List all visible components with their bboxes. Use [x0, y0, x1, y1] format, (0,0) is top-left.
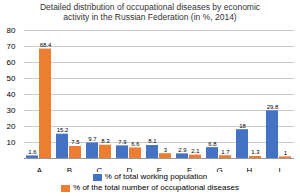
svg-text:D: D	[127, 166, 133, 172]
svg-text:1.7: 1.7	[221, 149, 230, 155]
svg-text:C: C	[97, 166, 103, 172]
svg-text:I: I	[278, 166, 280, 172]
svg-text:H: H	[247, 166, 253, 172]
svg-text:50: 50	[7, 74, 16, 83]
svg-text:70: 70	[7, 42, 16, 51]
svg-text:F: F	[187, 166, 192, 172]
html-text:% of total working population: % of total working population	[104, 172, 208, 181]
svg-text:E: E	[157, 166, 162, 172]
html-text:Detailed distribution of occup: Detailed distribution of occupational di…	[39, 2, 261, 22]
svg-text:10: 10	[7, 138, 16, 147]
svg-text:6.6: 6.6	[131, 141, 140, 147]
svg-text:29.8: 29.8	[267, 104, 279, 110]
svg-text:18: 18	[239, 123, 246, 129]
svg-text:7.9: 7.9	[118, 139, 127, 145]
svg-text:9.7: 9.7	[88, 136, 97, 142]
svg-text:2.9: 2.9	[178, 147, 187, 153]
svg-text:A: A	[37, 166, 43, 172]
svg-text:30: 30	[7, 106, 16, 115]
svg-text:68.4: 68.4	[40, 42, 52, 48]
html-text:% of the total number of occup: % of the total number of occupational di…	[73, 183, 239, 192]
svg-text:3: 3	[164, 147, 168, 153]
svg-text:G: G	[216, 166, 222, 172]
svg-text:8.3: 8.3	[101, 138, 110, 144]
svg-text:B: B	[67, 166, 72, 172]
svg-text:1.3: 1.3	[251, 149, 260, 155]
svg-text:20: 20	[7, 122, 16, 131]
svg-text:1.6: 1.6	[28, 149, 37, 155]
svg-text:6.8: 6.8	[208, 141, 217, 147]
svg-text:60: 60	[7, 58, 16, 67]
svg-text:7.5: 7.5	[71, 139, 80, 145]
svg-text:40: 40	[7, 90, 16, 99]
svg-text:8.1: 8.1	[148, 138, 157, 144]
svg-text:15.2: 15.2	[57, 127, 69, 133]
svg-text:80: 80	[7, 26, 16, 35]
svg-text:1: 1	[284, 150, 288, 156]
svg-text:2.1: 2.1	[191, 148, 200, 154]
